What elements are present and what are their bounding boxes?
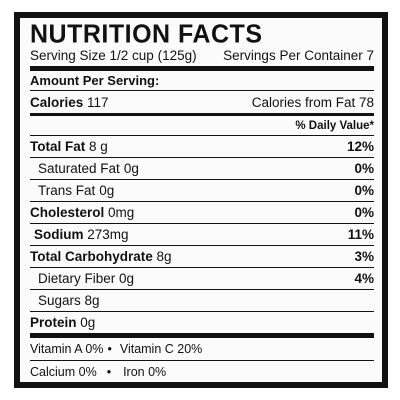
divider	[30, 311, 374, 312]
amount-per-serving-row: Amount Per Serving:	[30, 71, 374, 90]
servings-per-container: Servings Per Container 7	[223, 48, 374, 63]
nutrition-label: NUTRITION FACTS Serving Size 1/2 cup (12…	[14, 12, 388, 388]
nutrient-row-total-carbohydrate: Total Carbohydrate 8g 3%	[30, 246, 374, 267]
total-fat-label: Total Fat	[30, 139, 86, 154]
divider	[30, 90, 374, 91]
sodium-label: Sodium	[34, 227, 84, 242]
total-fat-amount: 8 g	[89, 139, 108, 154]
saturated-fat-amount: 0g	[123, 161, 139, 176]
divider	[30, 157, 374, 158]
cholesterol-label: Cholesterol	[30, 205, 105, 220]
bullet-separator: •	[106, 365, 112, 379]
total-carbohydrate-dv: 3%	[354, 249, 374, 264]
nutrient-row-protein: Protein 0g	[30, 312, 374, 333]
sugars-amount: 8g	[84, 293, 100, 308]
saturated-fat-label: Saturated Fat	[38, 161, 120, 176]
total-carbohydrate-label: Total Carbohydrate	[30, 249, 153, 264]
cholesterol-amount: 0mg	[108, 205, 135, 220]
divider	[30, 289, 374, 290]
nutrition-panel: NUTRITION FACTS Serving Size 1/2 cup (12…	[20, 18, 382, 382]
total-carbohydrate-amount: 8g	[156, 249, 172, 264]
nutrient-row-sugars: Sugars 8g	[30, 290, 374, 311]
divider-medium	[30, 113, 374, 116]
protein-amount: 0g	[80, 315, 96, 330]
calories-from-fat: Calories from Fat 78	[251, 94, 374, 110]
divider-thick	[30, 333, 374, 338]
calcium: Calcium 0%	[30, 365, 97, 379]
protein-label: Protein	[30, 315, 77, 330]
divider	[30, 223, 374, 224]
cholesterol-dv: 0%	[354, 205, 374, 220]
trans-fat-dv: 0%	[354, 183, 374, 198]
trans-fat-label: Trans Fat	[38, 183, 96, 198]
daily-value-header-row: % Daily Value*	[30, 116, 374, 135]
sodium-dv: 11%	[347, 227, 374, 242]
vitamin-c: Vitamin C 20%	[119, 342, 203, 356]
divider	[30, 201, 374, 202]
divider-thick	[30, 66, 374, 71]
vitamin-a: Vitamin A 0%	[30, 342, 104, 356]
label-title: NUTRITION FACTS	[30, 19, 263, 49]
daily-value-header: % Daily Value*	[295, 119, 374, 132]
nutrient-row-sodium: Sodium 273mg 11%	[30, 224, 374, 245]
sugars-label: Sugars	[38, 293, 81, 308]
divider	[30, 135, 374, 136]
serving-size: Serving Size 1/2 cup (125g)	[30, 48, 197, 63]
calories-row: Calories 117 Calories from Fat 78	[30, 91, 374, 113]
nutrient-row-total-fat: Total Fat 8 g 12%	[30, 136, 374, 157]
divider	[30, 179, 374, 180]
bullet-separator: •	[107, 342, 112, 356]
nutrient-row-cholesterol: Cholesterol 0mg 0%	[30, 202, 374, 223]
sodium-amount: 273mg	[87, 227, 129, 242]
serving-info: Serving Size 1/2 cup (125g) Servings Per…	[30, 48, 374, 64]
dietary-fiber-dv: 4%	[354, 271, 374, 286]
amount-per-serving: Amount Per Serving:	[30, 73, 160, 88]
divider	[30, 245, 374, 246]
total-fat-dv: 12%	[346, 139, 374, 154]
nutrient-row-dietary-fiber: Dietary Fiber 0g 4%	[30, 268, 374, 289]
trans-fat-amount: 0g	[99, 183, 115, 198]
divider	[30, 267, 374, 268]
divider	[30, 360, 374, 361]
vitamin-row-2: Calcium 0% • Iron 0%	[30, 361, 374, 383]
dietary-fiber-label: Dietary Fiber	[38, 271, 116, 286]
iron: Iron 0%	[123, 365, 167, 379]
vitamin-row-1: Vitamin A 0% • Vitamin C 20%	[30, 338, 374, 360]
nutrient-row-saturated-fat: Saturated Fat 0g 0%	[30, 158, 374, 179]
saturated-fat-dv: 0%	[354, 161, 374, 176]
calories-value: 117	[87, 94, 109, 110]
calories-label: Calories	[30, 94, 84, 110]
nutrient-row-trans-fat: Trans Fat 0g 0%	[30, 180, 374, 201]
dietary-fiber-amount: 0g	[119, 271, 135, 286]
